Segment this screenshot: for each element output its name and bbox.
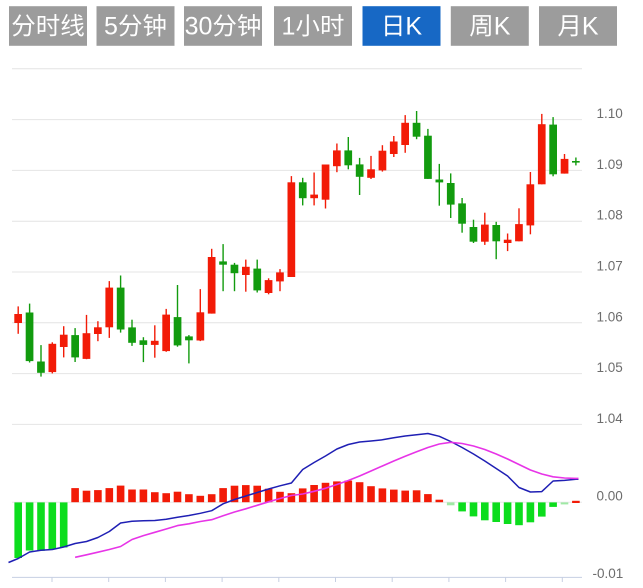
svg-text:1.08: 1.08 — [597, 208, 623, 223]
svg-text:0: 0 — [199, 13, 213, 41]
svg-text:1.10: 1.10 — [597, 106, 623, 121]
svg-text:1.09: 1.09 — [597, 157, 623, 172]
svg-text:0.00: 0.00 — [597, 489, 623, 504]
svg-text:K: K — [405, 13, 422, 41]
svg-text:3: 3 — [185, 13, 199, 41]
svg-text:K: K — [582, 13, 599, 41]
svg-text:-0.01: -0.01 — [593, 566, 624, 581]
svg-text:1.05: 1.05 — [597, 360, 623, 375]
svg-text:1: 1 — [282, 13, 296, 41]
svg-text:1.07: 1.07 — [597, 259, 623, 274]
svg-text:1.04: 1.04 — [597, 411, 624, 426]
svg-text:K: K — [494, 13, 511, 41]
svg-text:1.06: 1.06 — [597, 309, 623, 324]
svg-text:5: 5 — [104, 13, 118, 41]
